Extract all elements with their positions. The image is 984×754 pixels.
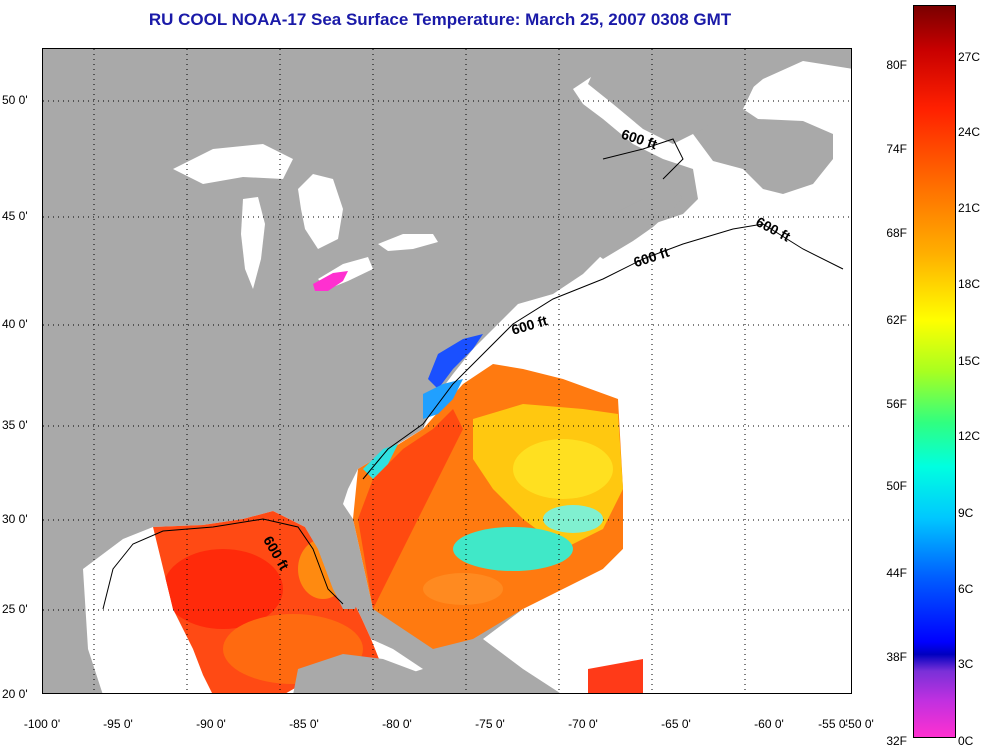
colorbar-celsius-label: 0C <box>958 734 974 748</box>
lat-label: 20 0' <box>2 687 28 701</box>
colorbar-fahrenheit-label: 74F <box>886 142 907 156</box>
colorbar-celsius-label: 12C <box>958 429 981 443</box>
lon-label: -70 0' <box>568 717 598 731</box>
great-lakes <box>173 144 438 289</box>
isobath-lines <box>102 138 844 610</box>
lon-label: -100 0' <box>23 717 61 731</box>
lat-label: 35 0' <box>2 418 28 432</box>
chart-title: RU COOL NOAA-17 Sea Surface Temperature:… <box>148 10 732 29</box>
lat-label: 50 0' <box>2 93 28 107</box>
lon-label: -65 0' <box>661 717 691 731</box>
colorbar-celsius-label: 24C <box>958 125 981 139</box>
colorbar-fahrenheit-label: 32F <box>886 734 907 748</box>
lon-label: -95 0' <box>103 717 133 731</box>
colorbar-celsius-label: 27C <box>958 50 981 64</box>
colorbar-celsius-label: 21C <box>958 201 981 215</box>
lon-label: -80 0' <box>382 717 412 731</box>
colorbar-celsius-label: 6C <box>958 582 974 596</box>
lon-label: -85 0' <box>289 717 319 731</box>
graticule <box>43 49 851 693</box>
lon-label: -75 0' <box>475 717 505 731</box>
colorbar-fahrenheit-label: 44F <box>886 566 907 580</box>
colorbar-celsius-label: 18C <box>958 277 981 291</box>
lon-label: -50 0' <box>844 717 874 731</box>
colorbar-fahrenheit-label: 50F <box>886 479 907 493</box>
lat-label: 40 0' <box>2 317 28 331</box>
cuba-land <box>293 654 470 693</box>
sst-map[interactable]: 600 ft 600 ft 600 ft 600 ft 600 ft <box>42 48 852 694</box>
colorbar-fahrenheit-label: 56F <box>886 397 907 411</box>
colorbar-celsius-label: 3C <box>958 657 974 671</box>
colorbar-fahrenheit-label: 38F <box>886 650 907 664</box>
temperature-colorbar <box>913 5 956 738</box>
lon-label: -55 0' <box>818 717 848 731</box>
colorbar-fahrenheit-label: 80F <box>886 58 907 72</box>
atlantic-sst-swath <box>353 334 643 693</box>
colorbar-fahrenheit-label: 68F <box>886 226 907 240</box>
florida-land <box>305 519 363 609</box>
colorbar-fahrenheit-label: 62F <box>886 313 907 327</box>
colorbar-celsius-label: 9C <box>958 506 974 520</box>
map-canvas <box>43 49 851 693</box>
lake-erie-cold-patch <box>313 271 348 291</box>
lon-label: -90 0' <box>196 717 226 731</box>
lon-label: -60 0' <box>754 717 784 731</box>
colorbar-celsius-label: 15C <box>958 354 981 368</box>
lat-label: 25 0' <box>2 602 28 616</box>
lat-label: 45 0' <box>2 209 28 223</box>
labrador-land <box>588 49 851 144</box>
nova-scotia-land <box>583 189 683 259</box>
lat-label: 30 0' <box>2 512 28 526</box>
